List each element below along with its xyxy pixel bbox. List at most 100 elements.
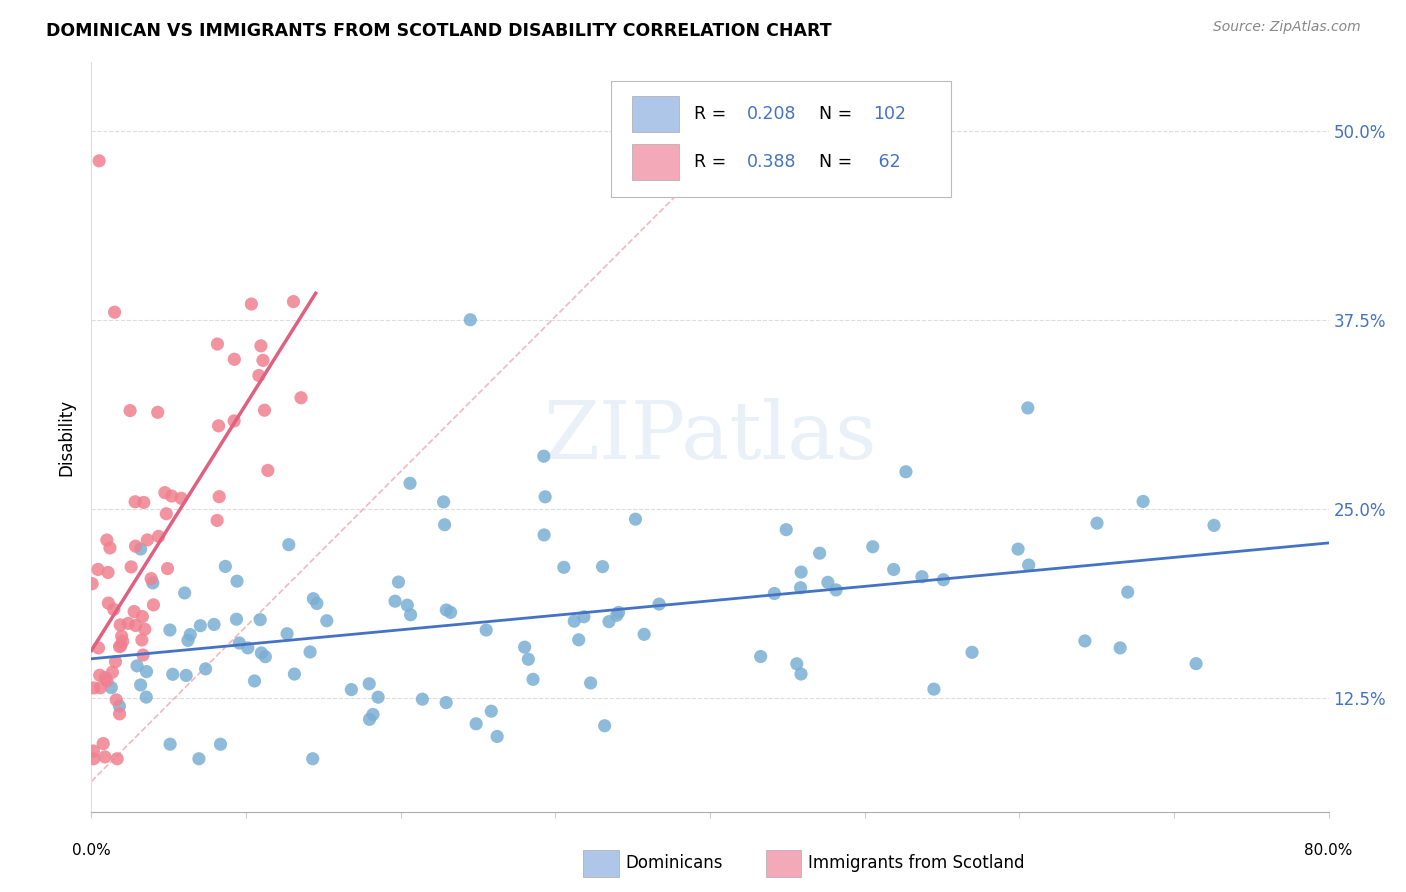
Point: [87, 562, 110, 576]
Point: [111, 634, 134, 648]
Point: [253, 403, 276, 417]
Point: [367, 690, 389, 705]
Point: [194, 662, 217, 676]
Point: [315, 614, 337, 628]
Point: [276, 626, 298, 640]
Point: [122, 605, 145, 619]
Point: [283, 667, 305, 681]
Y-axis label: Disability: Disability: [58, 399, 76, 475]
Point: [131, 609, 153, 624]
Point: [250, 646, 273, 660]
Point: [83, 752, 105, 766]
Point: [775, 523, 797, 537]
Point: [434, 696, 457, 710]
Point: [108, 640, 131, 654]
Point: [283, 294, 305, 309]
Point: [129, 678, 152, 692]
Point: [148, 529, 170, 543]
Point: [87, 153, 111, 168]
Point: [1116, 585, 1139, 599]
Point: [117, 616, 139, 631]
Point: [396, 598, 419, 612]
Point: [399, 476, 422, 491]
Point: [598, 615, 620, 629]
Point: [177, 633, 200, 648]
Point: [124, 618, 146, 632]
Point: [299, 645, 322, 659]
Point: [568, 632, 591, 647]
Point: [290, 391, 312, 405]
Point: [131, 632, 153, 647]
Point: [125, 658, 148, 673]
Point: [228, 636, 250, 650]
Point: [89, 668, 111, 682]
Point: [91, 737, 114, 751]
Point: [922, 682, 945, 697]
Point: [593, 719, 616, 733]
Text: N =: N =: [818, 105, 858, 123]
Point: [648, 597, 671, 611]
Point: [135, 690, 157, 705]
Point: [517, 652, 540, 666]
Point: [170, 491, 193, 506]
Point: [142, 575, 165, 590]
Point: [624, 512, 647, 526]
Point: [108, 618, 131, 632]
Point: [434, 603, 457, 617]
Point: [103, 602, 125, 616]
Point: [305, 597, 328, 611]
Point: [243, 673, 266, 688]
Point: [1202, 518, 1225, 533]
Point: [159, 623, 181, 637]
Point: [160, 489, 183, 503]
Point: [225, 612, 247, 626]
Point: [153, 485, 176, 500]
Point: [97, 566, 120, 580]
Point: [155, 507, 177, 521]
Point: [359, 712, 381, 726]
Point: [894, 465, 917, 479]
Point: [1074, 634, 1097, 648]
Point: [236, 640, 259, 655]
Point: [465, 716, 488, 731]
Text: 102: 102: [873, 105, 907, 123]
Point: [101, 665, 124, 680]
Point: [277, 538, 299, 552]
Point: [224, 414, 246, 428]
Point: [96, 533, 118, 547]
Point: [104, 655, 127, 669]
Point: [136, 533, 159, 547]
Point: [173, 586, 195, 600]
Point: [411, 692, 433, 706]
Point: [139, 572, 162, 586]
Point: [135, 665, 157, 679]
Point: [156, 561, 179, 575]
Point: [132, 495, 155, 509]
Point: [207, 337, 229, 351]
Point: [240, 297, 263, 311]
Point: [439, 606, 461, 620]
Point: [479, 704, 502, 718]
Point: [162, 667, 184, 681]
Point: [960, 645, 983, 659]
Point: [513, 640, 536, 655]
Text: DOMINICAN VS IMMIGRANTS FROM SCOTLAND DISABILITY CORRELATION CHART: DOMINICAN VS IMMIGRANTS FROM SCOTLAND DI…: [46, 22, 832, 40]
Point: [808, 546, 831, 560]
Point: [522, 673, 544, 687]
Point: [105, 693, 128, 707]
Text: R =: R =: [695, 105, 731, 123]
Text: 0.0%: 0.0%: [72, 843, 111, 858]
Point: [475, 623, 498, 637]
Point: [146, 405, 169, 419]
Point: [257, 463, 280, 477]
Point: [190, 618, 212, 632]
Point: [104, 305, 127, 319]
Point: [96, 673, 118, 688]
Point: [749, 649, 772, 664]
Point: [110, 639, 132, 653]
Point: [208, 490, 231, 504]
Point: [82, 576, 104, 591]
Point: [224, 352, 246, 367]
Point: [302, 591, 325, 606]
Point: [174, 668, 197, 682]
